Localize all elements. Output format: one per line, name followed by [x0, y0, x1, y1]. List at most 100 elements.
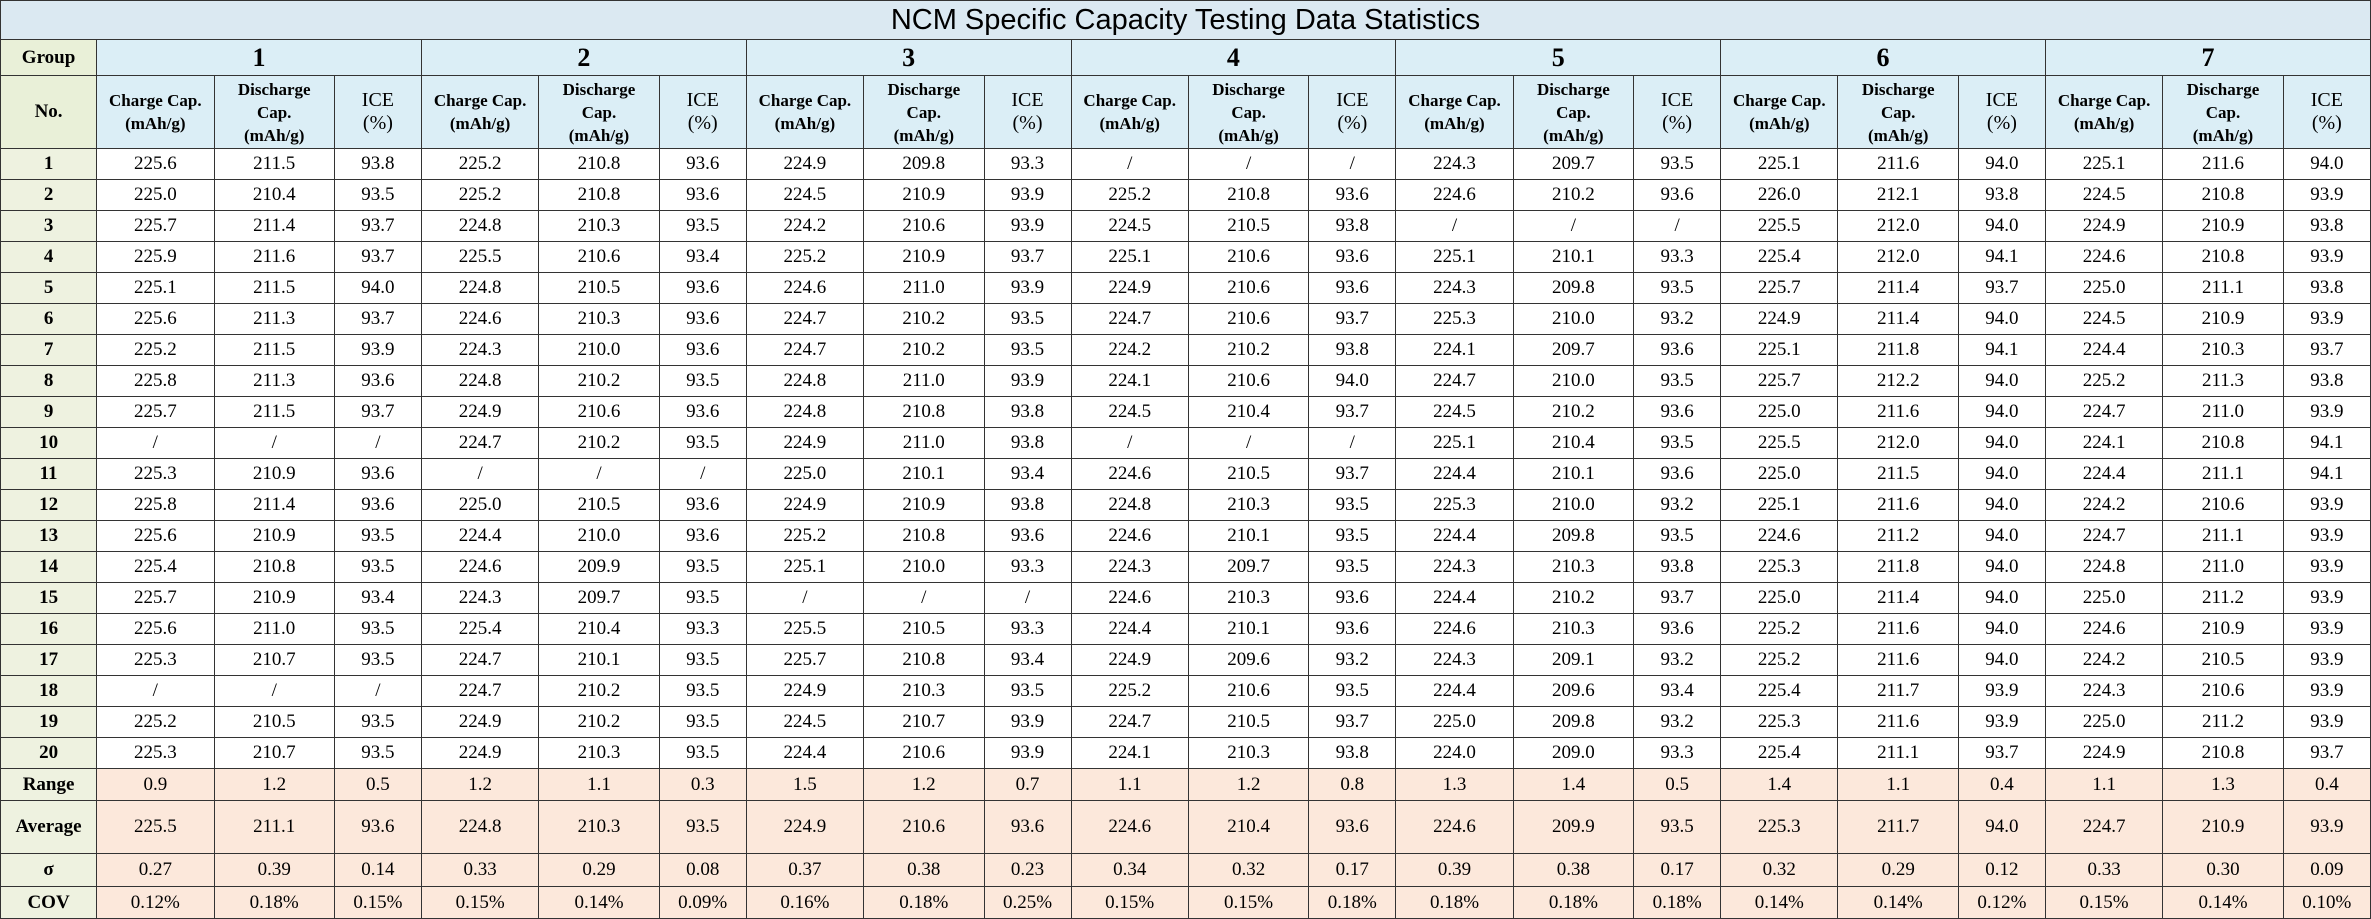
table-cell: 210.8	[1187, 179, 1310, 211]
table-cell: 211.0	[2162, 551, 2284, 583]
table-row: 10///224.7 210.2 93.5 224.9 211.0 93.8///225.…	[0, 427, 2371, 459]
table-cell: 211.7	[1837, 675, 1959, 707]
table-cell: 210.6	[1187, 241, 1310, 273]
table-cell: 93.7	[1957, 272, 2046, 304]
table-cell: 93.8	[333, 148, 422, 180]
table-cell: /	[96, 675, 215, 707]
table-cell: 225.2	[1070, 179, 1189, 211]
table-cell: 224.6	[2044, 613, 2164, 645]
stat-cell: 93.5	[658, 800, 747, 854]
table-cell: 93.6	[658, 489, 747, 521]
stat-cell: 0.18%	[863, 886, 985, 919]
row-number: 13	[0, 520, 98, 552]
table-cell: 225.5	[745, 613, 865, 645]
table-cell: 210.6	[1187, 272, 1310, 304]
table-cell: 224.9	[420, 396, 540, 428]
stat-cell: 1.4	[1512, 768, 1635, 801]
table-cell: 225.1	[96, 272, 215, 304]
header-line: Discharge	[2186, 79, 2260, 99]
table-cell: 211.0	[213, 613, 335, 645]
stat-cell: 0.9	[96, 768, 215, 801]
table-cell: 210.5	[863, 613, 985, 645]
header-line: (%)	[362, 112, 393, 134]
table-cell: 224.7	[745, 334, 865, 366]
stat-cell: 210.4	[1187, 800, 1310, 854]
table-cell: 225.3	[1395, 303, 1514, 335]
table-cell: 93.8	[983, 427, 1072, 459]
table-cell: 93.9	[2282, 520, 2371, 552]
table-cell: 93.6	[658, 396, 747, 428]
ice-header: ICE (%)	[1957, 75, 2046, 149]
table-cell: 224.7	[1070, 706, 1189, 738]
table-cell: /	[420, 458, 540, 490]
stat-cell: 0.15%	[2044, 886, 2164, 919]
table-row: 16 225.6 211.0 93.5 225.4 210.4 93.3 225.5 210.5…	[0, 613, 2371, 645]
table-cell: /	[745, 582, 865, 614]
table-row: 7 225.2 211.5 93.9 224.3 210.0 93.6 224.7 210.2 9…	[0, 334, 2371, 366]
table-cell: /	[538, 458, 660, 490]
table-cell: 94.0	[1957, 210, 2046, 242]
table-row: 15 225.7 210.9 93.4 224.3 209.7 93.5///224.6 21…	[0, 582, 2371, 614]
table-cell: 224.7	[1395, 365, 1514, 397]
stat-cell: 0.17	[1633, 853, 1722, 887]
table-cell: 224.6	[2044, 241, 2164, 273]
row-number: 4	[0, 241, 98, 273]
stat-cell: 1.4	[1720, 768, 1839, 801]
table-cell: 225.2	[745, 241, 865, 273]
table-cell: 212.0	[1837, 241, 1959, 273]
table-cell: 225.3	[1720, 706, 1839, 738]
stat-row-range: Range 0.9 1.2 0.5 1.2 1.1 0.3 1.5 1.2 0.7 1.1 1.2 0.…	[0, 768, 2371, 801]
header-line: (mAh/g)	[1099, 114, 1160, 133]
table-cell: 93.9	[2282, 675, 2371, 707]
row-number: 16	[0, 613, 98, 645]
table-cell: 93.4	[333, 582, 422, 614]
table-cell: 210.7	[863, 706, 985, 738]
stat-cell: 93.6	[1308, 800, 1397, 854]
table-cell: 93.2	[1633, 644, 1722, 676]
stat-cell: 0.18%	[1395, 886, 1514, 919]
table-cell: 225.0	[96, 179, 215, 211]
header-line: (mAh/g)	[893, 125, 955, 145]
table-cell: 93.9	[2282, 241, 2371, 273]
table-cell: 93.9	[2282, 706, 2371, 738]
stat-cell: 0.18%	[1512, 886, 1635, 919]
table-cell: 212.0	[1837, 210, 1959, 242]
table-cell: 93.3	[1633, 737, 1722, 769]
table-cell: 210.5	[1187, 458, 1310, 490]
charge-cap-header: Charge Cap. (mAh/g)	[1070, 75, 1189, 149]
charge-cap-header: Charge Cap. (mAh/g)	[96, 75, 215, 149]
table-cell: 211.6	[1837, 706, 1959, 738]
group-header-7: 7	[2044, 39, 2371, 76]
table-cell: 224.5	[2044, 303, 2164, 335]
stat-cell: 0.37	[745, 853, 865, 887]
table-cell: 94.0	[1957, 458, 2046, 490]
table-cell: 93.5	[333, 737, 422, 769]
table-cell: 212.2	[1837, 365, 1959, 397]
stat-cell: 0.18%	[213, 886, 335, 919]
charge-cap-header: Charge Cap. (mAh/g)	[1395, 75, 1514, 149]
table-cell: 93.9	[2282, 582, 2371, 614]
discharge-cap-header: Discharge Cap. (mAh/g)	[538, 75, 660, 149]
table-cell: 225.3	[96, 644, 215, 676]
table-cell: 93.5	[658, 706, 747, 738]
table-cell: 224.5	[745, 706, 865, 738]
table-cell: 209.6	[1512, 675, 1635, 707]
table-cell: 93.5	[658, 365, 747, 397]
header-line: (%)	[1337, 112, 1368, 134]
table-cell: 224.3	[1395, 551, 1514, 583]
table-cell: 211.5	[213, 396, 335, 428]
table-cell: 210.9	[863, 179, 985, 211]
table-cell: 93.5	[658, 210, 747, 242]
table-cell: 225.4	[1720, 241, 1839, 273]
header-line: Cap.	[1231, 102, 1266, 122]
table-cell: 93.6	[1633, 458, 1722, 490]
header-line: (mAh/g)	[1218, 125, 1279, 145]
table-cell: 224.1	[1395, 334, 1514, 366]
table-cell: 225.0	[1395, 706, 1514, 738]
table-cell: 224.9	[1070, 272, 1189, 304]
table-cell: 210.2	[538, 365, 660, 397]
header-line: ICE	[1660, 89, 1694, 111]
table-cell: /	[863, 582, 985, 614]
table-cell: 210.2	[1512, 179, 1635, 211]
table-cell: 93.5	[658, 644, 747, 676]
